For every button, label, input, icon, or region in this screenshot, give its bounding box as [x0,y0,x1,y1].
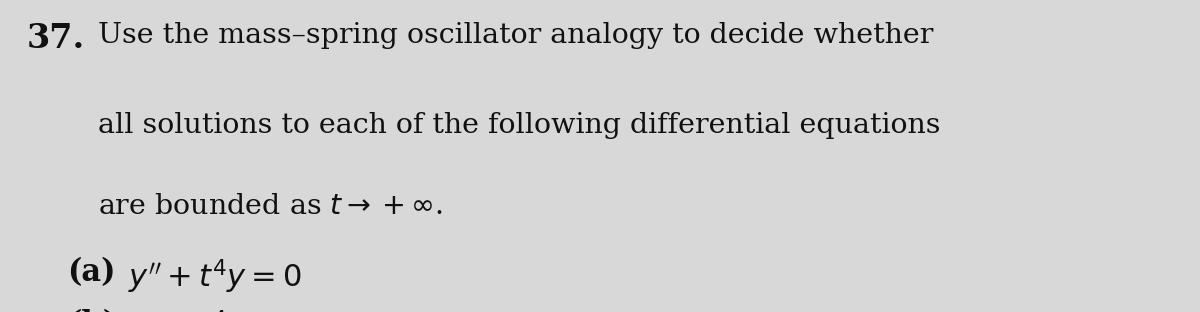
Text: (b): (b) [67,309,118,312]
Text: 37.: 37. [26,22,85,55]
Text: (a): (a) [67,257,115,288]
Text: all solutions to each of the following differential equations: all solutions to each of the following d… [98,112,941,139]
Text: are bounded as $t\rightarrow +\infty$.: are bounded as $t\rightarrow +\infty$. [98,193,444,221]
Text: $y'' - t^4y = 0$: $y'' - t^4y = 0$ [128,309,302,312]
Text: $y'' + t^4y = 0$: $y'' + t^4y = 0$ [128,257,302,296]
Text: Use the mass–spring oscillator analogy to decide whether: Use the mass–spring oscillator analogy t… [98,22,934,49]
